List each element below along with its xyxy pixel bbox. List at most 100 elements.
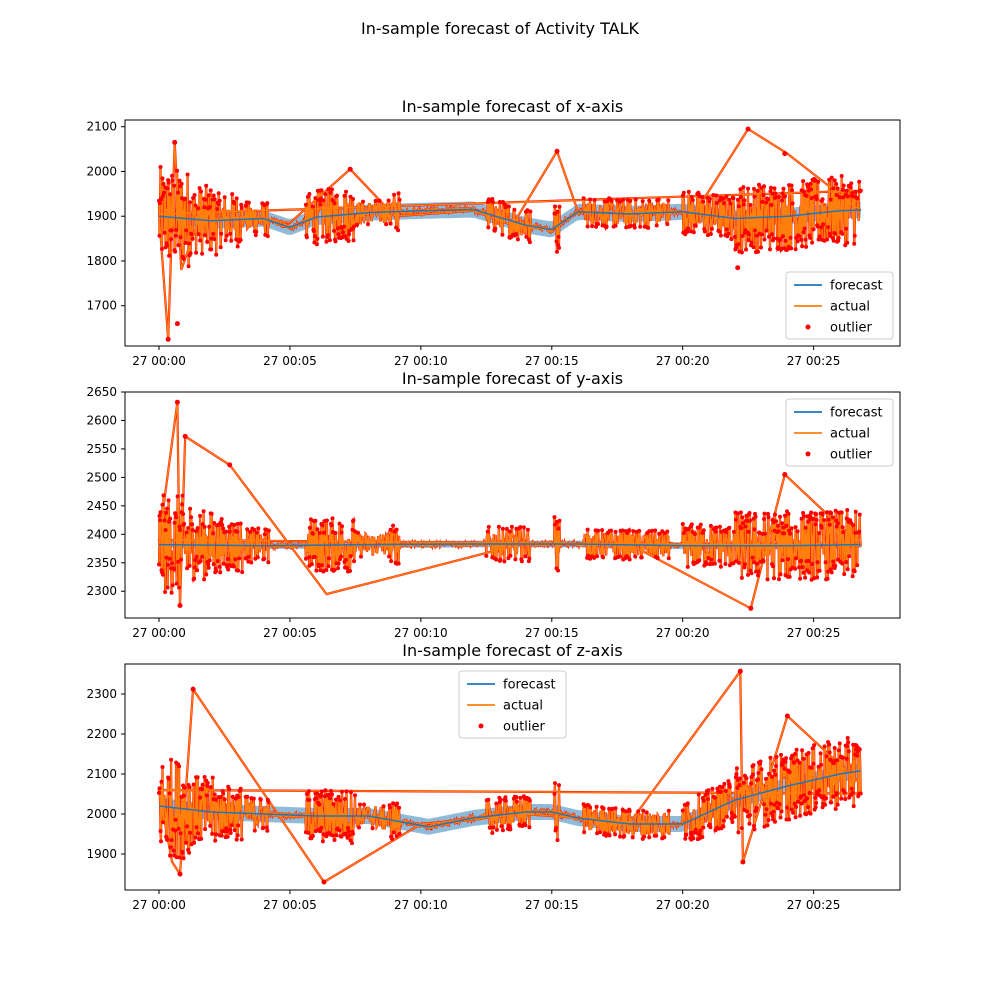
outlier-point	[724, 194, 729, 199]
outlier-point	[810, 240, 815, 245]
outlier-point	[685, 564, 690, 569]
outlier-point	[834, 182, 839, 186]
outlier-point	[685, 226, 690, 231]
outlier-point	[754, 805, 759, 810]
outlier-point	[205, 780, 210, 785]
outlier-point	[628, 198, 633, 203]
outlier-point	[600, 528, 605, 533]
outlier-point	[731, 529, 736, 534]
outlier-point	[808, 514, 813, 519]
outlier-point	[344, 789, 349, 794]
outlier-point	[317, 530, 322, 535]
outlier-point	[553, 781, 557, 786]
outlier-point	[170, 583, 175, 588]
outlier-point	[326, 556, 331, 561]
outlier-point	[231, 564, 236, 569]
outlier-point	[230, 794, 235, 799]
outlier-point	[192, 565, 197, 570]
outlier-point	[737, 783, 742, 788]
outlier-point	[254, 229, 259, 234]
outlier-point	[304, 235, 309, 240]
outlier-point	[197, 186, 202, 191]
outlier-point	[837, 195, 842, 200]
outlier-point	[773, 512, 777, 517]
outlier-point	[233, 796, 238, 801]
outlier-point	[809, 765, 814, 770]
outlier-point	[776, 529, 781, 534]
x-tick-label: 27 00:10	[394, 898, 448, 912]
outlier-point	[773, 772, 778, 777]
outlier-point	[496, 524, 501, 529]
outlier-point	[358, 802, 362, 807]
outlier-point	[744, 776, 749, 781]
outlier-point	[745, 126, 751, 132]
outlier-point	[850, 790, 855, 795]
outlier-point	[249, 560, 254, 565]
outlier-point	[329, 523, 334, 528]
outlier-point	[321, 530, 326, 535]
outlier-point	[157, 562, 161, 567]
outlier-point	[222, 195, 227, 200]
forecast-line	[158, 208, 861, 231]
outlier-point	[705, 797, 710, 801]
outlier-point	[493, 226, 498, 231]
outlier-point	[845, 240, 850, 245]
outlier-point	[204, 572, 209, 577]
outlier-point	[208, 823, 213, 828]
outlier-point	[218, 245, 223, 250]
outlier-point	[162, 190, 166, 195]
outlier-point	[324, 568, 329, 572]
outlier-point	[527, 556, 532, 561]
outlier-point	[215, 559, 220, 564]
outlier-point	[819, 762, 824, 767]
outlier-point	[348, 569, 352, 573]
outlier-point	[755, 188, 760, 193]
outlier-point	[779, 246, 784, 251]
outlier-point	[749, 781, 753, 786]
outlier-point	[341, 230, 345, 235]
outlier-point	[748, 605, 754, 611]
outlier-point	[828, 197, 833, 202]
outlier-point	[158, 829, 163, 834]
outlier-point	[694, 830, 699, 835]
outlier-point	[515, 237, 520, 242]
outlier-point	[194, 825, 199, 830]
outlier-point	[193, 835, 198, 840]
outlier-point	[731, 561, 736, 566]
outlier-point	[221, 791, 226, 796]
outlier-point	[764, 776, 768, 781]
outlier-point	[820, 805, 825, 810]
outlier-point	[697, 558, 702, 563]
outlier-point	[227, 462, 233, 468]
outlier-point	[777, 577, 781, 582]
outlier-point	[794, 804, 799, 809]
outlier-point	[705, 233, 710, 238]
outlier-point	[792, 801, 797, 806]
outlier-point	[777, 194, 781, 199]
outlier-point	[857, 529, 862, 534]
outlier-point	[177, 603, 183, 608]
outlier-point	[333, 531, 338, 535]
outlier-point	[832, 178, 837, 183]
outlier-point	[790, 188, 795, 193]
outlier-point	[812, 743, 817, 748]
outlier-point	[683, 836, 688, 841]
outlier-point	[207, 205, 212, 210]
outlier-point	[180, 493, 185, 498]
outlier-point	[164, 834, 169, 839]
outlier-point	[595, 554, 600, 559]
outlier-point	[174, 227, 179, 232]
outlier-point	[717, 524, 722, 529]
outlier-point	[585, 224, 590, 229]
outlier-point	[814, 194, 819, 199]
outlier-point	[246, 559, 251, 564]
legend-label-actual: actual	[503, 699, 543, 714]
outlier-point	[494, 801, 499, 806]
outlier-point	[714, 525, 719, 530]
outlier-point	[791, 810, 796, 815]
y-tick-label: 2550	[86, 442, 117, 456]
outlier-point	[846, 740, 851, 745]
outlier-point	[397, 197, 402, 202]
outlier-point	[747, 232, 751, 237]
outlier-point	[169, 237, 174, 242]
